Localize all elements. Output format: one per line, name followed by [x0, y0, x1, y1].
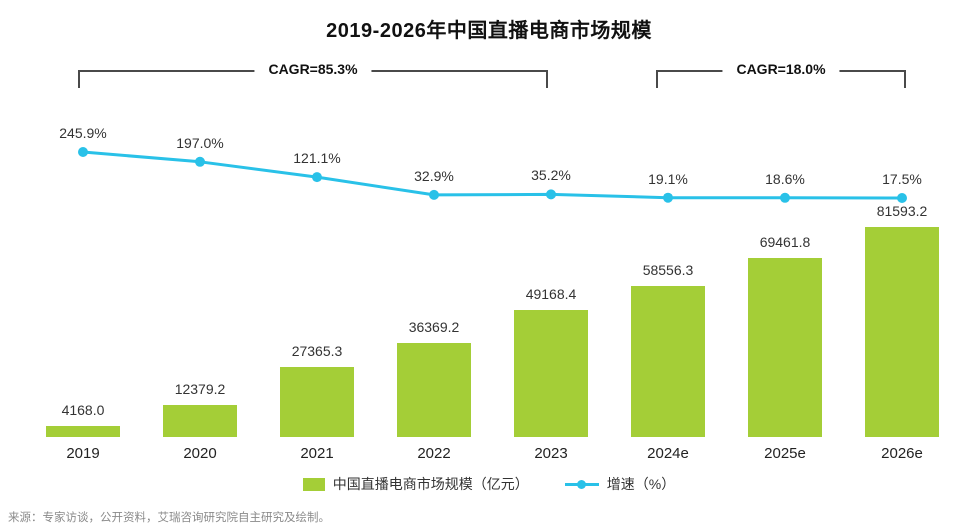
growth-rate-label: 121.1%	[293, 150, 341, 167]
x-axis-label: 2025e	[764, 445, 806, 462]
bar-value-label: 27365.3	[291, 342, 343, 359]
cagr-label-1: CAGR=85.3%	[254, 61, 372, 77]
line-swatch-icon	[564, 479, 599, 489]
growth-rate-label: 35.2%	[531, 167, 571, 184]
x-axis-label: 2021	[300, 445, 334, 462]
bar-2022	[397, 343, 471, 437]
growth-rate-label: 18.6%	[765, 170, 805, 187]
chart-title: 2019-2026年中国直播电商市场规模	[326, 20, 652, 42]
x-axis-label: 2019	[66, 445, 100, 462]
growth-rate-label: 17.5%	[882, 171, 922, 187]
bar-2020	[163, 405, 237, 437]
bar-swatch-icon	[302, 477, 325, 491]
bar-2023	[514, 310, 588, 437]
bar-value-label: 69461.8	[759, 234, 811, 251]
growth-rate-label: 197.0%	[176, 134, 224, 151]
growth-rate-label: 32.9%	[414, 167, 454, 184]
cagr-bracket-2019-2023: CAGR=85.3%	[78, 61, 548, 88]
legend: 中国直播电商市场规模（亿元） 增速（%）	[0, 473, 978, 495]
cagr-label-2: CAGR=18.0%	[722, 61, 840, 77]
bar-value-label: 81593.2	[876, 203, 928, 219]
bar-value-label: 49168.4	[525, 286, 577, 303]
bar-value-label: 4168.0	[61, 402, 105, 419]
source-note: 来源：专家访谈，公开资料，艾瑞咨询研究院自主研究及绘制。	[8, 512, 330, 524]
bar-2019	[46, 426, 120, 437]
x-axis-label: 2022	[417, 445, 451, 462]
bar-2026e	[865, 227, 939, 437]
bar-value-label: 58556.3	[642, 262, 694, 279]
legend-bar-label: 中国直播电商市场规模（亿元）	[332, 476, 529, 492]
line-dot-icon	[577, 479, 587, 489]
x-axis-label: 2023	[534, 445, 568, 462]
bar-2021	[280, 366, 354, 437]
legend-item-market-size: 中国直播电商市场规模（亿元）	[302, 474, 529, 494]
legend-item-growth-rate: 增速（%）	[564, 474, 676, 494]
bar-2024e	[631, 286, 705, 437]
growth-rate-label: 245.9%	[59, 125, 107, 141]
cagr-bracket-2024-2026: CAGR=18.0%	[656, 61, 906, 88]
x-axis-label: 2026e	[881, 445, 923, 462]
x-axis-label: 2020	[183, 445, 217, 462]
bar-2025e	[748, 258, 822, 437]
bar-value-label: 36369.2	[408, 319, 460, 336]
growth-rate-label: 19.1%	[648, 170, 688, 187]
bar-value-label: 12379.2	[174, 381, 226, 398]
legend-line-label: 增速（%）	[606, 476, 676, 492]
x-axis-label: 2024e	[647, 445, 689, 462]
